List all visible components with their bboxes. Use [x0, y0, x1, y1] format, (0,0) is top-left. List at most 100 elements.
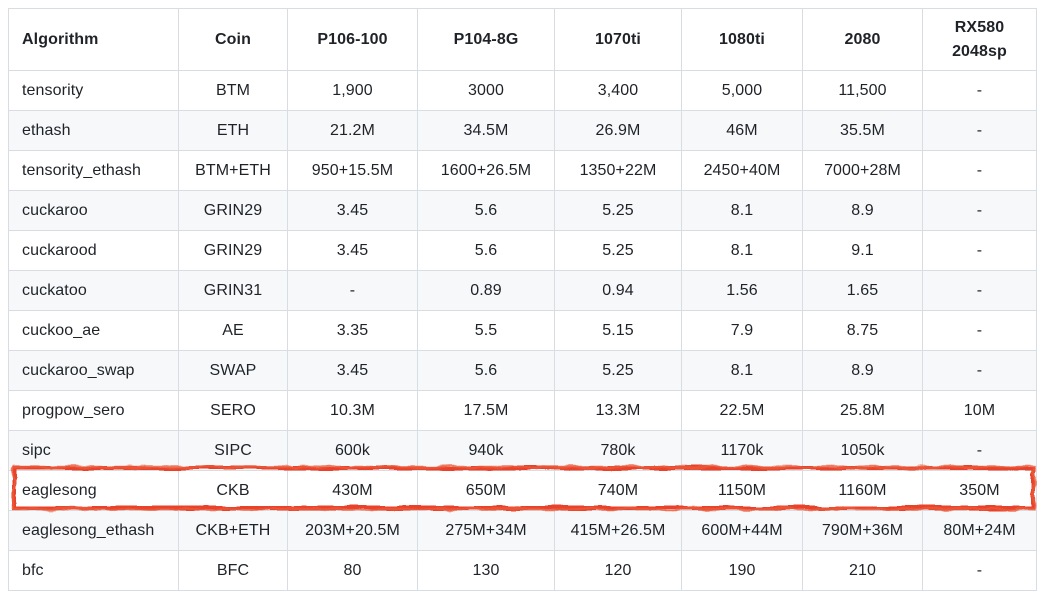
cell: 10M — [922, 390, 1037, 431]
cell: 190 — [681, 550, 803, 591]
cell: 0.94 — [554, 270, 682, 311]
cell: 950+15.5M — [287, 150, 418, 191]
cell: 80 — [287, 550, 418, 591]
cell: 26.9M — [554, 110, 682, 151]
cell: 8.9 — [802, 350, 923, 391]
row-cuckaroo-swap: cuckaroo_swap SWAP 3.45 5.6 5.25 8.1 8.9… — [8, 350, 1037, 391]
cell: 46M — [681, 110, 803, 151]
cell: - — [922, 350, 1037, 391]
col-header-algorithm: Algorithm — [8, 8, 179, 71]
cell: 80M+24M — [922, 510, 1037, 551]
hashrate-table: Algorithm Coin P106-100 P104-8G 1070ti 1… — [8, 8, 1037, 591]
cell: 11,500 — [802, 70, 923, 111]
col-header-rx580-2048sp: RX580 2048sp — [922, 8, 1037, 71]
cell: - — [922, 230, 1037, 271]
cell: 0.89 — [417, 270, 555, 311]
cell: 2450+40M — [681, 150, 803, 191]
header-row: Algorithm Coin P106-100 P104-8G 1070ti 1… — [8, 8, 1037, 71]
cell: 1150M — [681, 470, 803, 511]
row-tensority-ethash: tensority_ethash BTM+ETH 950+15.5M 1600+… — [8, 150, 1037, 191]
col-header-1070ti: 1070ti — [554, 8, 682, 71]
row-bfc: bfc BFC 80 130 120 190 210 - — [8, 550, 1037, 591]
cell: bfc — [8, 550, 179, 591]
cell: 275M+34M — [417, 510, 555, 551]
row-eaglesong-ethash: eaglesong_ethash CKB+ETH 203M+20.5M 275M… — [8, 510, 1037, 551]
cell: 600M+44M — [681, 510, 803, 551]
cell: 3.45 — [287, 350, 418, 391]
cell: GRIN29 — [178, 190, 288, 231]
cell: SWAP — [178, 350, 288, 391]
cell: BTM+ETH — [178, 150, 288, 191]
cell: 780k — [554, 430, 682, 471]
row-eaglesong-highlighted: eaglesong CKB 430M 650M 740M 1150M 1160M… — [8, 470, 1037, 511]
cell: 8.1 — [681, 190, 803, 231]
cell: 5.6 — [417, 190, 555, 231]
col-header-1080ti: 1080ti — [681, 8, 803, 71]
cell: 1.65 — [802, 270, 923, 311]
cell: GRIN29 — [178, 230, 288, 271]
cell: 210 — [802, 550, 923, 591]
cell: 25.8M — [802, 390, 923, 431]
cell: 34.5M — [417, 110, 555, 151]
row-tensority: tensority BTM 1,900 3000 3,400 5,000 11,… — [8, 70, 1037, 111]
col-header-coin: Coin — [178, 8, 288, 71]
col-header-2080: 2080 — [802, 8, 923, 71]
cell: cuckaroo — [8, 190, 179, 231]
cell: cuckoo_ae — [8, 310, 179, 351]
cell: tensority — [8, 70, 179, 111]
cell: cuckatoo — [8, 270, 179, 311]
cell: sipc — [8, 430, 179, 471]
cell: BFC — [178, 550, 288, 591]
row-cuckaroo: cuckaroo GRIN29 3.45 5.6 5.25 8.1 8.9 - — [8, 190, 1037, 231]
cell: progpow_sero — [8, 390, 179, 431]
cell: 5.5 — [417, 310, 555, 351]
cell: - — [287, 270, 418, 311]
row-cuckarood: cuckarood GRIN29 3.45 5.6 5.25 8.1 9.1 - — [8, 230, 1037, 271]
cell: SERO — [178, 390, 288, 431]
cell: - — [922, 550, 1037, 591]
col-header-p106-100: P106-100 — [287, 8, 418, 71]
cell: eaglesong — [8, 470, 179, 511]
cell: 3.35 — [287, 310, 418, 351]
cell: 21.2M — [287, 110, 418, 151]
cell: - — [922, 110, 1037, 151]
cell: 5.25 — [554, 230, 682, 271]
cell: CKB — [178, 470, 288, 511]
cell: - — [922, 270, 1037, 311]
cell: 9.1 — [802, 230, 923, 271]
row-ethash: ethash ETH 21.2M 34.5M 26.9M 46M 35.5M - — [8, 110, 1037, 151]
cell: ETH — [178, 110, 288, 151]
cell: 5.15 — [554, 310, 682, 351]
cell: 650M — [417, 470, 555, 511]
cell: 1,900 — [287, 70, 418, 111]
cell: cuckaroo_swap — [8, 350, 179, 391]
row-cuckoo-ae: cuckoo_ae AE 3.35 5.5 5.15 7.9 8.75 - — [8, 310, 1037, 351]
cell: - — [922, 310, 1037, 351]
cell: 13.3M — [554, 390, 682, 431]
cell: 600k — [287, 430, 418, 471]
cell: 7000+28M — [802, 150, 923, 191]
cell: eaglesong_ethash — [8, 510, 179, 551]
cell: 10.3M — [287, 390, 418, 431]
cell: 120 — [554, 550, 682, 591]
cell: 7.9 — [681, 310, 803, 351]
cell: 940k — [417, 430, 555, 471]
cell: 3,400 — [554, 70, 682, 111]
cell: 5,000 — [681, 70, 803, 111]
cell: 3.45 — [287, 230, 418, 271]
cell: GRIN31 — [178, 270, 288, 311]
cell: 790M+36M — [802, 510, 923, 551]
cell: 1350+22M — [554, 150, 682, 191]
row-sipc: sipc SIPC 600k 940k 780k 1170k 1050k - — [8, 430, 1037, 471]
cell: 22.5M — [681, 390, 803, 431]
cell: - — [922, 430, 1037, 471]
cell: 203M+20.5M — [287, 510, 418, 551]
cell: 1600+26.5M — [417, 150, 555, 191]
cell: 740M — [554, 470, 682, 511]
cell: 3.45 — [287, 190, 418, 231]
cell: AE — [178, 310, 288, 351]
cell: 1170k — [681, 430, 803, 471]
cell: 415M+26.5M — [554, 510, 682, 551]
cell: BTM — [178, 70, 288, 111]
